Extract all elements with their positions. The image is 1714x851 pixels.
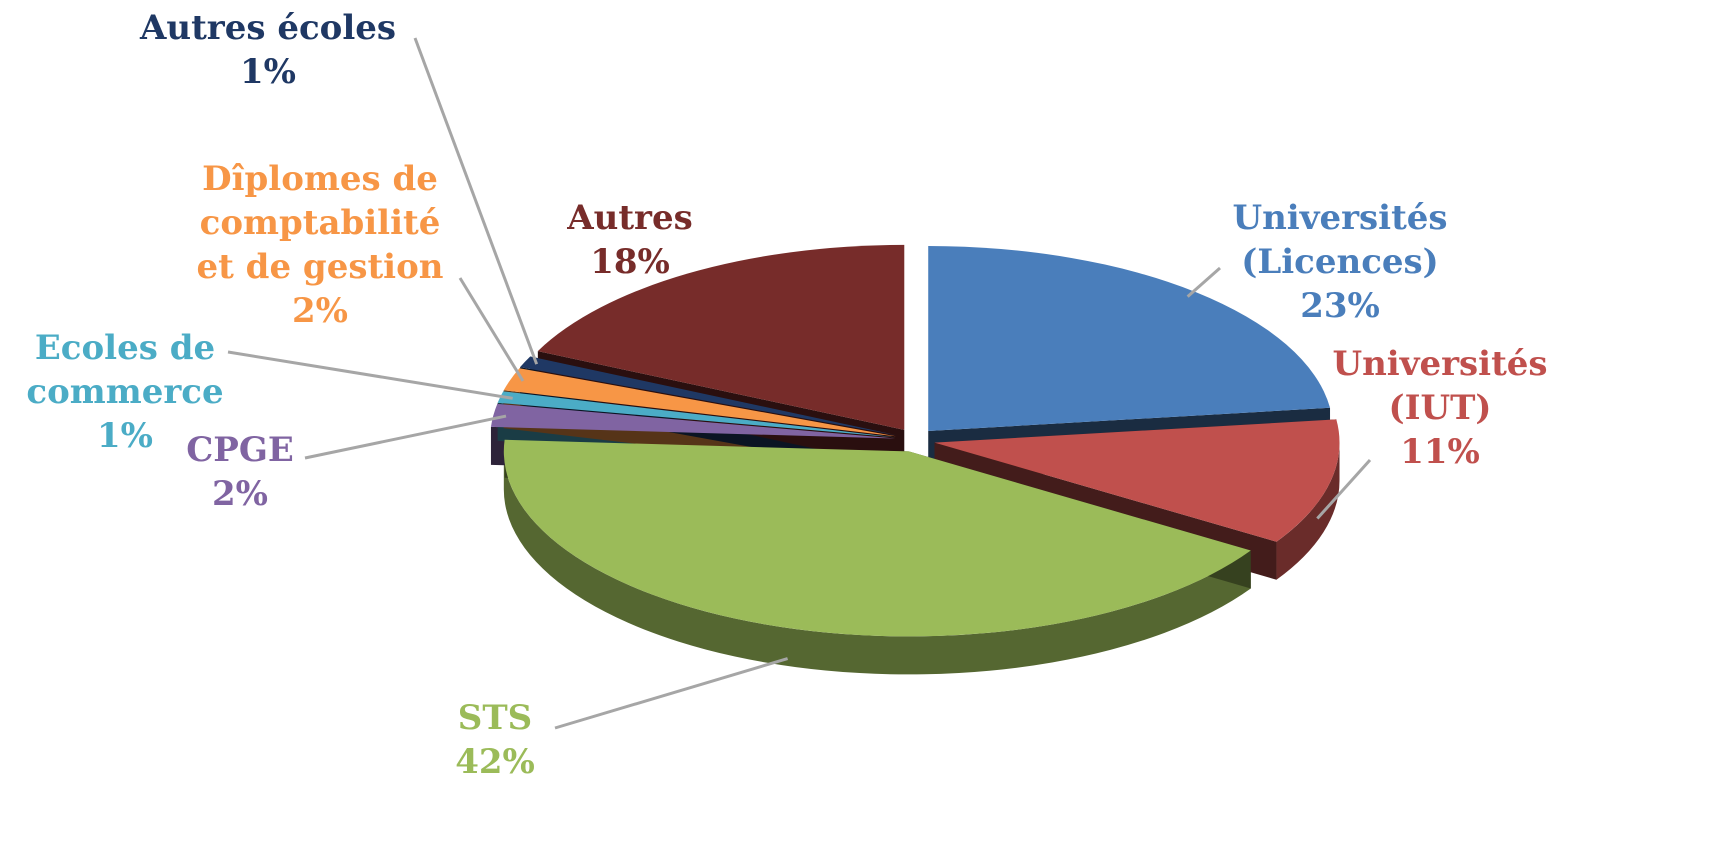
category-label: CPGE	[186, 430, 294, 470]
value-label: 1%	[240, 52, 296, 92]
slice-side	[503, 451, 1251, 675]
slice	[537, 244, 905, 430]
data-label: Autres écoles 1%	[98, 6, 438, 94]
data-label: Ecoles de commerce 1%	[0, 326, 250, 458]
category-label: Dîplomes de comptabilité et de gestion	[196, 159, 444, 287]
slice	[490, 403, 896, 439]
slice	[503, 439, 1251, 637]
slice	[928, 245, 1331, 431]
data-label: Universités (IUT) 11%	[1310, 342, 1570, 474]
category-label: Universités (IUT)	[1332, 344, 1548, 428]
leader-line	[554, 657, 789, 730]
leader-line	[1186, 266, 1221, 298]
value-label: 23%	[1300, 286, 1380, 326]
category-label: Universités (Licences)	[1232, 198, 1448, 282]
value-label: 42%	[455, 742, 535, 782]
leader-line	[304, 414, 507, 460]
category-label: STS	[457, 698, 533, 738]
slice	[497, 391, 896, 438]
value-label: 11%	[1400, 432, 1480, 472]
category-label: Autres	[567, 198, 693, 238]
value-label: 18%	[590, 242, 670, 282]
slice	[934, 419, 1340, 542]
category-label: Ecoles de commerce	[26, 328, 224, 412]
data-label: CPGE 2%	[140, 428, 340, 516]
data-label: STS 42%	[395, 696, 595, 784]
leader-line	[227, 350, 513, 400]
leader-line	[458, 277, 525, 382]
data-label: Autres 18%	[530, 196, 730, 284]
value-label: 2%	[212, 474, 268, 514]
data-label: Universités (Licences) 23%	[1205, 196, 1475, 328]
leader-line	[413, 37, 539, 365]
category-label: Autres écoles	[139, 8, 397, 48]
data-label: Dîplomes de comptabilité et de gestion 2%	[180, 157, 460, 333]
slice-side	[1276, 442, 1340, 580]
value-label: 2%	[292, 291, 348, 331]
value-label: 1%	[97, 416, 153, 456]
slice	[520, 356, 897, 436]
slice	[503, 368, 896, 437]
leader-line	[1316, 458, 1372, 520]
